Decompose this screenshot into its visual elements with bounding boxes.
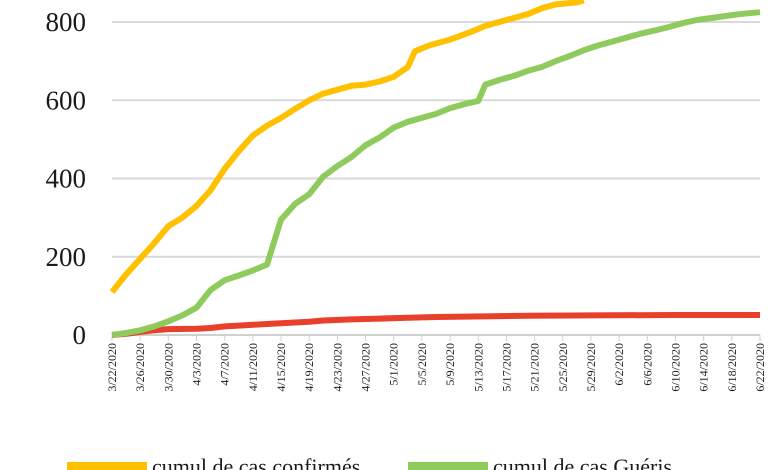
x-tick-label: 6/18/2020 xyxy=(725,343,739,392)
x-tick-label: 4/27/2020 xyxy=(359,343,373,392)
x-tick-label: 4/23/2020 xyxy=(330,343,344,392)
series-line-0 xyxy=(109,0,585,294)
x-tick-label: 5/13/2020 xyxy=(471,343,485,392)
y-tick-label: 400 xyxy=(46,164,87,194)
y-tick-label: 0 xyxy=(73,320,87,350)
x-axis-ticks: 3/22/2020 3/26/2020 3/30/2020 4/3/2020 4/7/2… xyxy=(105,343,767,392)
x-tick-label: 4/7/2020 xyxy=(218,343,232,386)
x-tick-label: 5/29/2020 xyxy=(584,343,598,392)
y-tick-label: 600 xyxy=(46,85,87,115)
x-tick-label: 6/10/2020 xyxy=(668,343,682,392)
x-tick-label: 3/22/2020 xyxy=(105,343,119,392)
x-tick-label: 5/25/2020 xyxy=(556,343,570,392)
y-axis-ticks: 0 200 400 600 800 xyxy=(46,7,87,350)
series-line-1 xyxy=(111,9,761,338)
x-tick-label: 6/2/2020 xyxy=(612,343,626,386)
x-tick-label: 4/3/2020 xyxy=(190,343,204,386)
x-tick-label: 3/26/2020 xyxy=(133,343,147,392)
x-tick-label: 5/9/2020 xyxy=(443,343,457,386)
x-tick-label: 5/1/2020 xyxy=(387,343,401,386)
series-lines xyxy=(109,0,761,338)
x-tick-label: 6/14/2020 xyxy=(697,343,711,392)
x-tick-label: 6/22/2020 xyxy=(753,343,767,392)
legend-label: cumul de cas Guéris xyxy=(493,454,672,470)
gridlines xyxy=(112,21,760,258)
legend-label: cumul de cas confirmés xyxy=(152,454,360,470)
x-tick-label: 6/6/2020 xyxy=(640,343,654,386)
series-line-2 xyxy=(111,312,760,338)
x-tick-label: 5/21/2020 xyxy=(528,343,542,392)
x-tick-label: 4/15/2020 xyxy=(274,343,288,392)
y-tick-label: 800 xyxy=(46,7,87,37)
x-tick-label: 3/30/2020 xyxy=(161,343,175,392)
y-tick-label: 200 xyxy=(46,242,87,272)
x-tick-label: 4/19/2020 xyxy=(302,343,316,392)
legend: cumul de cas confirmés cumul de cas Guéri… xyxy=(67,454,672,470)
x-tick-label: 5/17/2020 xyxy=(499,343,513,392)
x-tick-label: 5/5/2020 xyxy=(415,343,429,386)
x-axis xyxy=(111,334,761,341)
x-tick-label: 4/11/2020 xyxy=(246,343,260,391)
